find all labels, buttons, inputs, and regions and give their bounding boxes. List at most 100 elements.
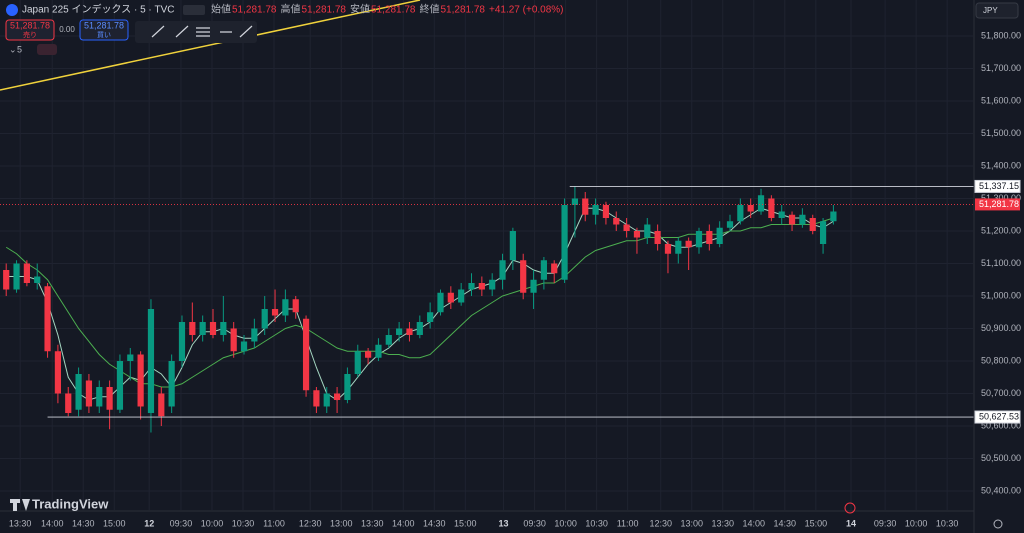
ohlc-value: 51,281.78 (232, 5, 277, 16)
candle-body (747, 205, 754, 212)
x-tick-label: 15:00 (805, 518, 828, 528)
candle-body (313, 390, 320, 407)
candle-body (468, 282, 475, 290)
x-tick-label: 14 (846, 518, 856, 528)
x-tick-label: 10:30 (936, 518, 959, 528)
candle-body (54, 351, 62, 394)
x-tick-label: 10:00 (905, 518, 928, 528)
candle-body (168, 360, 175, 407)
candle-body (726, 221, 734, 228)
candle-body (178, 321, 186, 361)
candle-body (675, 240, 682, 254)
candle-body (416, 321, 423, 335)
logo-icon (10, 499, 30, 511)
candle-body (323, 393, 330, 407)
candle-body (96, 386, 103, 407)
x-tick-label: 13:30 (712, 518, 735, 528)
x-tick-label: 09:30 (874, 518, 897, 528)
candle-body (137, 354, 144, 407)
y-tick-label: 51,400.00 (981, 160, 1021, 170)
badges[interactable] (37, 44, 57, 55)
candle-body (147, 308, 155, 413)
candle-body (737, 205, 744, 222)
candle-body (582, 198, 589, 215)
currency-button[interactable] (975, 2, 1019, 19)
candle-body (623, 224, 630, 231)
candle-body (706, 230, 713, 244)
candle-body (799, 214, 806, 225)
buy-button[interactable] (79, 19, 129, 41)
y-tick-label: 50,700.00 (981, 388, 1021, 398)
last-price-label: 51,281.78 (979, 199, 1019, 209)
event-icon[interactable] (844, 502, 856, 514)
candle-body (302, 318, 310, 391)
x-tick-label: 13 (499, 518, 509, 528)
sell-price: 51,281.78 (10, 20, 50, 30)
candle-body (499, 260, 506, 280)
y-tick-label: 50,500.00 (981, 453, 1021, 463)
axes: 51,800.00 51,700.00 51,600.00 51,500.00 51,4… (9, 30, 1021, 528)
ohlc-value: 51,281.78 (441, 5, 486, 16)
candle-body (551, 263, 558, 274)
level-label: 50,627.53 (979, 411, 1019, 421)
y-tick-label: 51,000.00 (981, 290, 1021, 300)
y-tick-label: 51,600.00 (981, 95, 1021, 105)
collapse-arrow[interactable]: ⌄ (9, 44, 17, 54)
x-tick-label: 14:30 (72, 518, 95, 528)
x-tick-label: 09:30 (170, 518, 193, 528)
candle-body (778, 211, 785, 219)
candle-body (478, 282, 485, 290)
ohlc-legend: 始値 51,281.78 高値 51,281.78 安値 51,281.78 終値 51,28… (211, 3, 564, 16)
candle-body (788, 214, 796, 225)
candle-body (127, 354, 134, 361)
candle-body (116, 360, 124, 410)
candle-body (230, 328, 237, 352)
candle-body (23, 263, 30, 283)
change: +41.27 (+0.08%) (489, 5, 564, 16)
x-tick-label: 10:00 (554, 518, 577, 528)
candle-body (354, 351, 361, 374)
candle-body (385, 334, 392, 345)
candle-body (396, 328, 403, 335)
buy-price: 51,281.78 (84, 20, 124, 30)
candle-body (261, 308, 268, 329)
candle-body (530, 279, 537, 293)
candle-body (85, 380, 93, 407)
trend-line (0, 0, 421, 91)
x-tick-label: 14:00 (743, 518, 766, 528)
level-label-box (974, 179, 1021, 193)
y-tick-label: 51,200.00 (981, 225, 1021, 235)
candle-body (282, 299, 289, 316)
candle-body (189, 321, 196, 335)
x-tick-label: 12:30 (649, 518, 672, 528)
x-tick-label: 10:00 (201, 518, 224, 528)
candle-body (65, 393, 72, 413)
candle-body (664, 243, 672, 254)
y-tick-label: 50,600.00 (981, 420, 1021, 430)
candle-body (571, 198, 579, 206)
symbol-icon (6, 4, 18, 16)
symbol-title[interactable]: Japan 225 インデックス · 5 · TVC (22, 3, 175, 16)
candle-body (75, 373, 82, 410)
candle-body (271, 308, 279, 316)
candle-body (220, 321, 227, 335)
y-tick-label: 51,700.00 (981, 63, 1021, 73)
interval[interactable]: 5 (17, 44, 22, 54)
candle-body (592, 205, 599, 215)
sell-button[interactable] (5, 19, 55, 41)
candle-body (365, 351, 372, 358)
toolbar-icons (151, 25, 253, 38)
candle-body (375, 344, 382, 358)
ohlc-label: 高値 (281, 3, 301, 16)
tool-icons[interactable] (151, 25, 253, 38)
candle-body (520, 260, 527, 293)
x-tick-label: 10:30 (232, 518, 255, 528)
x-tick-label: 15:00 (454, 518, 477, 528)
spread: 0.00 (59, 25, 75, 34)
x-tick-label: 14:30 (774, 518, 797, 528)
indicator-dots[interactable] (183, 5, 205, 15)
candle-body (44, 286, 51, 352)
x-tick-label: 13:00 (330, 518, 353, 528)
settings-icon[interactable] (993, 519, 1003, 529)
